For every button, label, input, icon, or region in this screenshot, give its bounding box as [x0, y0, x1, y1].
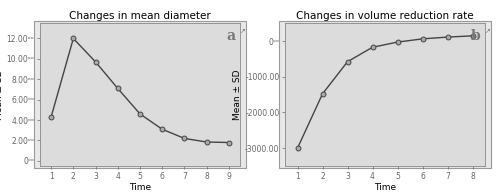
- X-axis label: Time: Time: [129, 183, 151, 192]
- X-axis label: Time: Time: [374, 183, 396, 192]
- Title: Changes in volume reduction rate: Changes in volume reduction rate: [296, 11, 474, 21]
- Text: ↗: ↗: [240, 27, 246, 33]
- Y-axis label: Mean ± SD: Mean ± SD: [0, 69, 4, 120]
- Y-axis label: Mean ± SD: Mean ± SD: [234, 69, 242, 120]
- Text: a: a: [226, 29, 235, 43]
- Text: b: b: [471, 29, 481, 43]
- Text: ↗: ↗: [485, 27, 491, 33]
- Title: Changes in mean diameter: Changes in mean diameter: [69, 11, 211, 21]
